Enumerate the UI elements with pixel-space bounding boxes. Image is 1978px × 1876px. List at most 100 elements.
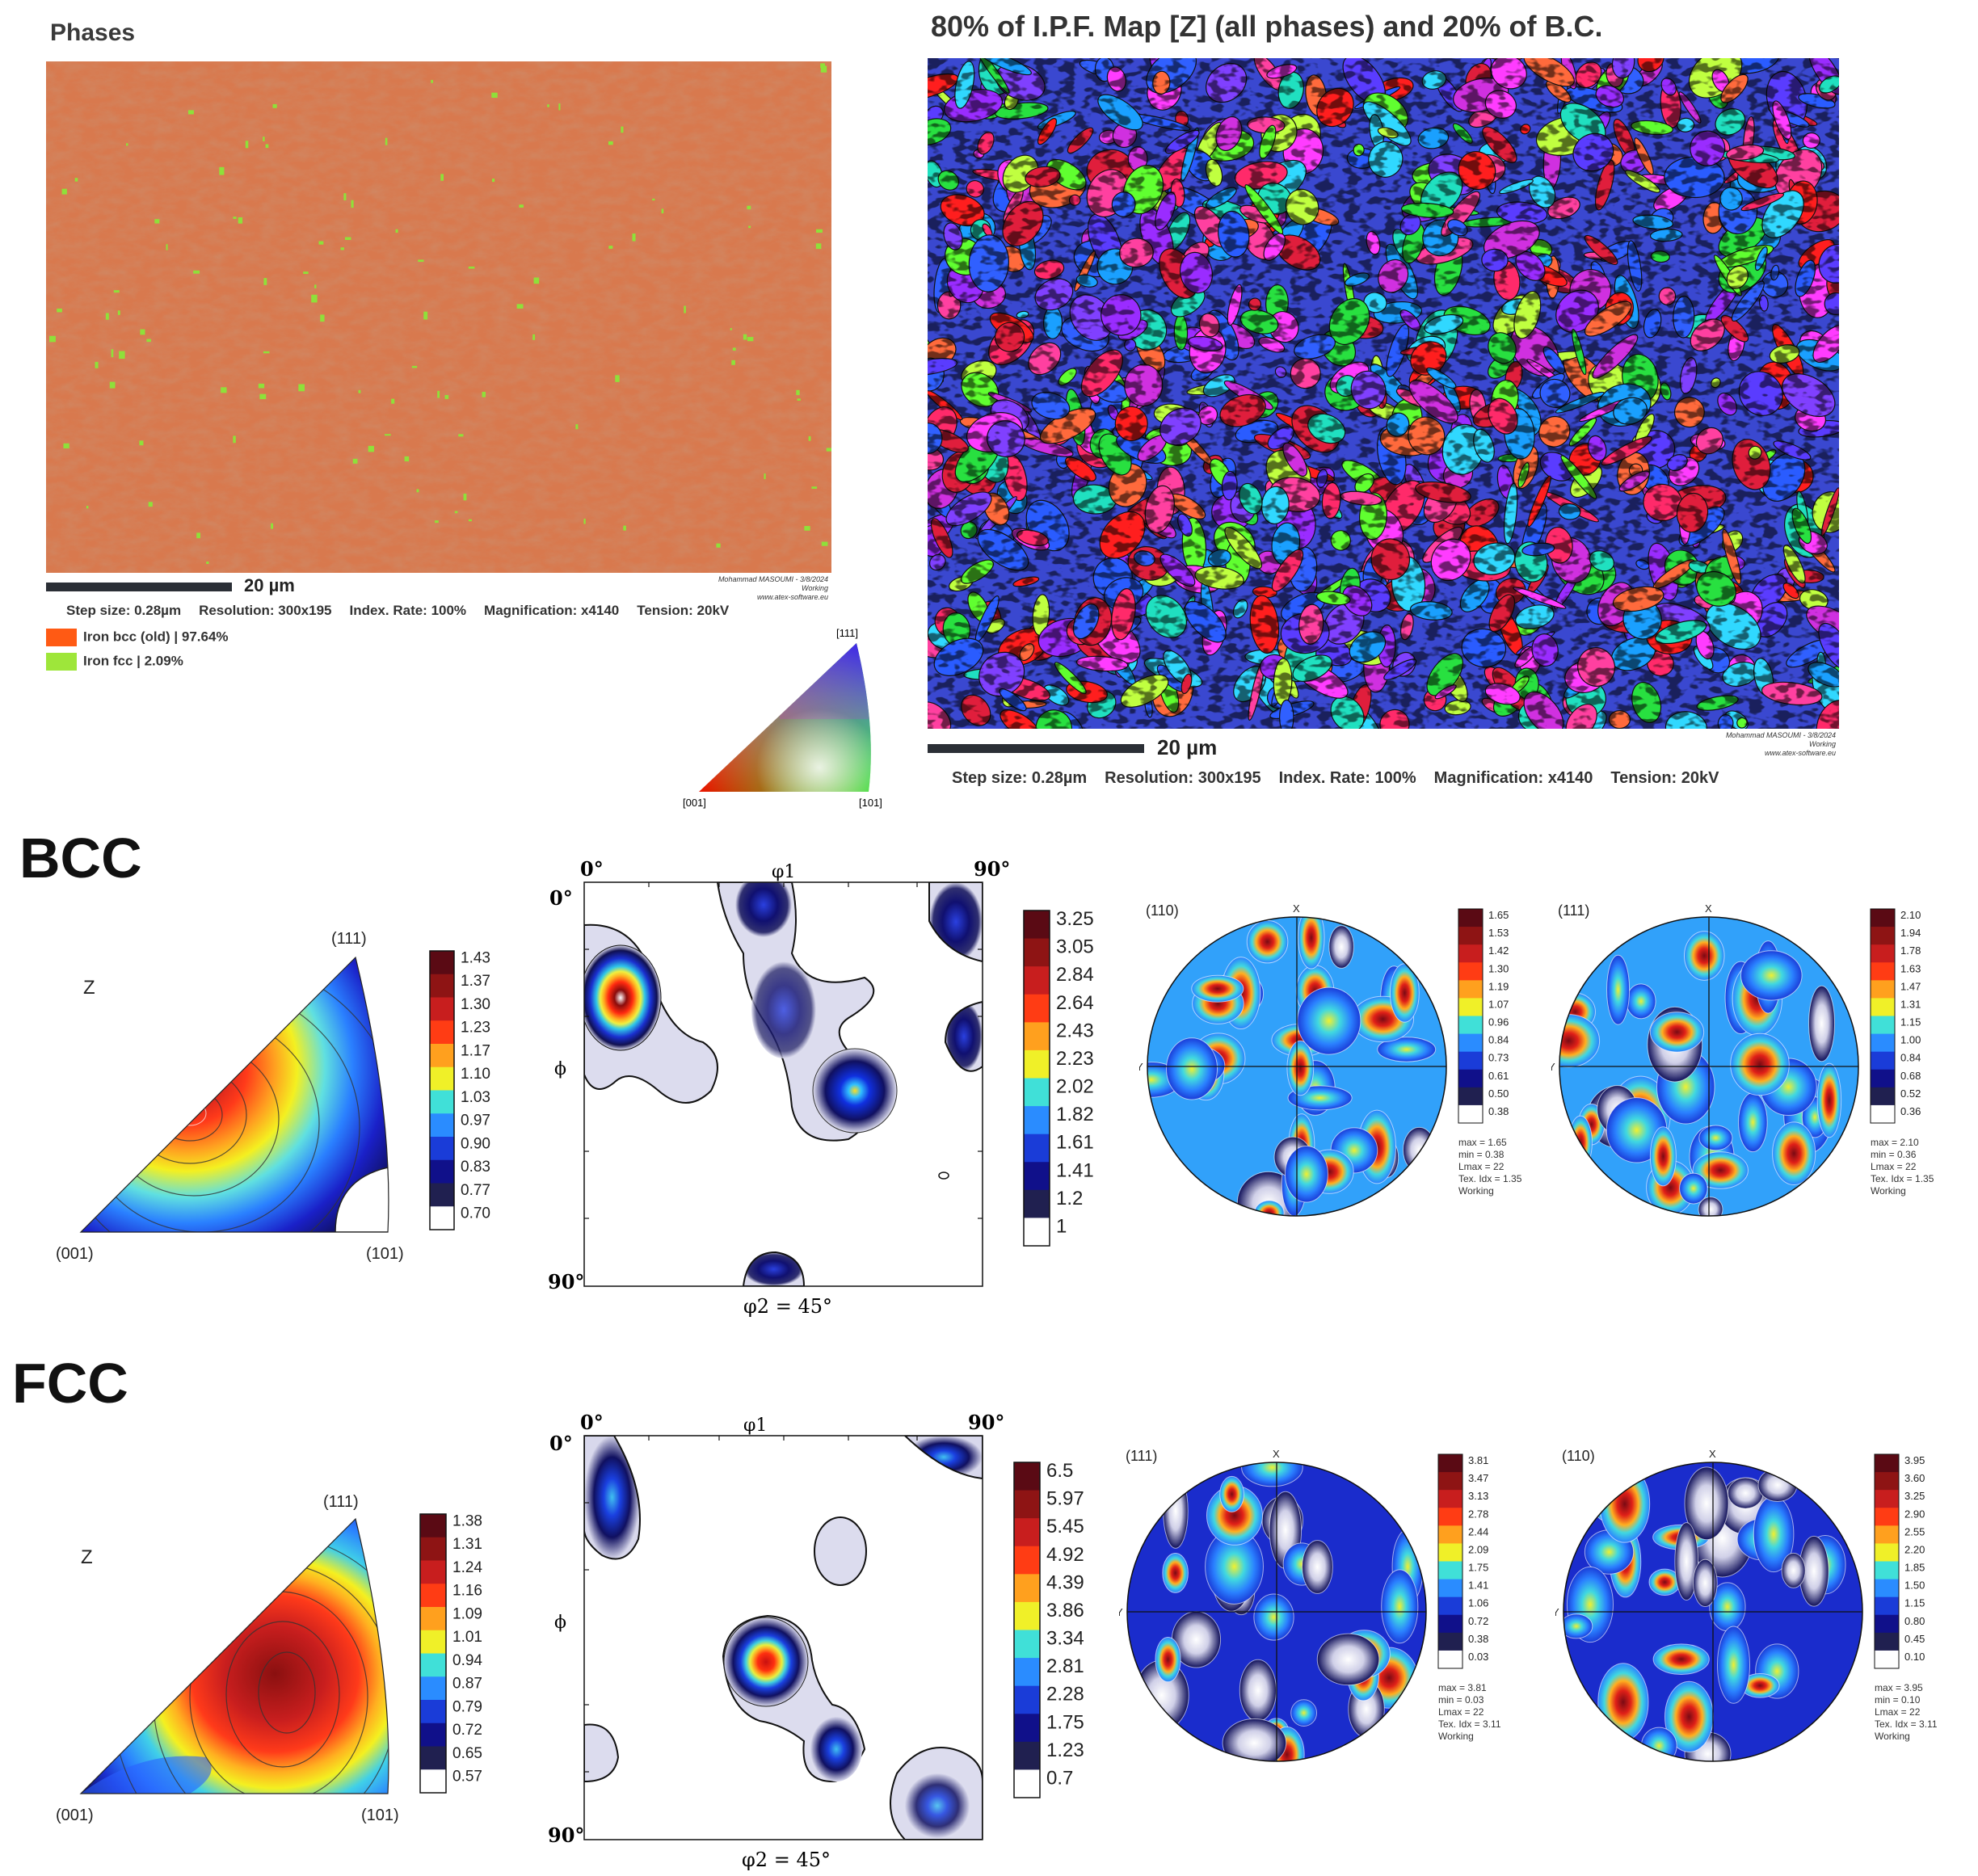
colorbar-segment [1014,1462,1040,1491]
fcc-speck [519,204,524,208]
pole-density-blob [1239,1659,1277,1722]
pf-colorbar-tick-label: 0.36 [1900,1105,1921,1117]
pf-stat-line: min = 0.03 [1438,1694,1484,1706]
pf-colorbar-tick-label: 0.52 [1900,1087,1921,1100]
pf-colorbar-tick-label: 1.94 [1900,927,1921,939]
fcc-speck [86,506,89,509]
pf-colorbar-segment [1875,1543,1899,1562]
pole-density-blob [1626,983,1656,1020]
fcc-speck [298,384,305,392]
pf-colorbar-tick-label: 0.96 [1488,1016,1509,1028]
pole-density-blob [1679,1172,1708,1205]
fcc-speck [303,271,309,275]
pf-colorbar-tick-label: 1.06 [1468,1597,1488,1609]
pf-colorbar-segment [1875,1525,1899,1544]
colorbar-segment [430,974,454,998]
colorbar-segment [1014,1769,1040,1798]
pf-colorbar-segment [1458,1033,1483,1053]
pf-colorbar-segment [1458,927,1483,945]
colorbar-segment [430,1113,454,1138]
pf-colorbar-segment [1875,1472,1899,1491]
fcc-speck [482,391,486,397]
colorbar-tick-label: 5.97 [1046,1488,1084,1510]
colorbar-tick-label: 3.34 [1046,1628,1084,1650]
fcc-speck [271,523,274,529]
colorbar-segment [430,1206,454,1230]
colorbar-tick-label: 1.37 [461,973,490,990]
fcc-speck [623,525,626,531]
colorbar-segment [420,1514,446,1538]
pf-colorbar-segment [1871,927,1895,945]
pole-density-blob [1738,1092,1768,1153]
colorbar-segment [430,1020,454,1045]
fcc-speck [74,178,78,182]
pf-colorbar-segment [1458,1069,1483,1088]
pole-figure-y-label: Y [1551,1061,1555,1073]
fcc-speck [146,339,151,343]
pf-stat-line: min = 0.38 [1458,1149,1505,1160]
svg-text:[001]: [001] [683,797,706,809]
pole-density-blob [1316,1633,1380,1686]
svg-text:φ2 = 45°: φ2 = 45° [742,1849,831,1870]
fcc-speck [816,229,823,233]
pole-figure-x-label: X [1273,1448,1280,1460]
fcc-speck [111,349,114,358]
colorbar-segment [430,1044,454,1068]
fcc-speck [808,435,811,441]
pf-colorbar-segment [1438,1596,1462,1616]
fcc-speck [57,308,62,313]
pf-colorbar-tick-label: 1.42 [1488,944,1509,957]
pf-stat-line: max = 3.95 [1875,1682,1923,1693]
colorbar-tick-label: 6.5 [1046,1461,1073,1482]
pole-density-blob [1381,1569,1419,1644]
pf-colorbar-tick-label: 0.45 [1904,1633,1925,1645]
pole-figure-x-label: X [1709,1448,1716,1460]
svg-text:0°: 0° [580,857,604,881]
fcc-speck [716,543,721,548]
pf-colorbar-tick-label: 1.85 [1904,1562,1925,1574]
pole-density-blob [1781,1552,1806,1588]
pf-colorbar-tick-label: 1.41 [1468,1579,1488,1592]
pf-colorbar-tick-label: 3.95 [1904,1454,1925,1466]
pf-colorbar-segment [1875,1579,1899,1598]
pf-colorbar-segment [1871,944,1895,963]
fcc-speck [166,244,168,250]
colorbar-tick-label: 3.25 [1056,909,1094,930]
pole-figure-plane-label: (110) [1146,902,1179,919]
pole-density-blob [1740,950,1803,1001]
pf-colorbar-tick-label: 0.84 [1900,1052,1921,1064]
colorbar-tick-label: 1.01 [452,1629,482,1646]
bcc-pole-figure-110: (110) X Y 1.65 1.53 1.42 1.30 1.19 1.07 0.96 0.84 0… [1136,893,1535,1240]
phases-legend: Iron bcc (old) | 97.64% Iron fcc | 2.09% [46,629,229,671]
pole-density-blob [1253,1593,1294,1641]
pf-colorbar-segment [1871,1104,1895,1124]
svg-text:0°: 0° [580,1411,604,1434]
pole-density-blob [1246,919,1289,964]
pole-density-blob [1285,1145,1328,1203]
colorbar-tick-label: 2.28 [1046,1684,1084,1706]
pole-density-blob [1389,963,1420,1023]
pole-density-blob [1377,1037,1437,1062]
svg-text:[101]: [101] [859,797,882,809]
colorbar-tick-label: 1.09 [452,1605,482,1622]
pole-density-blob [1816,1062,1842,1138]
colorbar-segment [430,997,454,1021]
fcc-speck [491,179,495,183]
phases-scale-bar [46,583,232,591]
pf-colorbar-tick-label: 1.75 [1468,1562,1488,1574]
colorbar-tick-label: 0.79 [452,1698,482,1715]
colorbar-tick-label: 1.41 [1056,1159,1094,1181]
phases-map-image [46,61,831,573]
pole-density-blob [1290,1699,1318,1727]
pole-density-blob [1649,1012,1705,1053]
colorbar-segment [1024,911,1050,940]
pf-colorbar-tick-label: 1.63 [1900,962,1921,974]
pf-stat-line: min = 0.36 [1871,1149,1917,1160]
pole-density-blob [1328,925,1354,969]
ipf-map-image [928,58,1839,729]
fcc-speck [731,360,735,365]
pf-colorbar-tick-label: 0.80 [1904,1615,1925,1627]
pf-stat-line: max = 2.10 [1871,1137,1919,1148]
fcc-speck [263,278,267,285]
pf-colorbar-tick-label: 1.47 [1900,980,1921,992]
